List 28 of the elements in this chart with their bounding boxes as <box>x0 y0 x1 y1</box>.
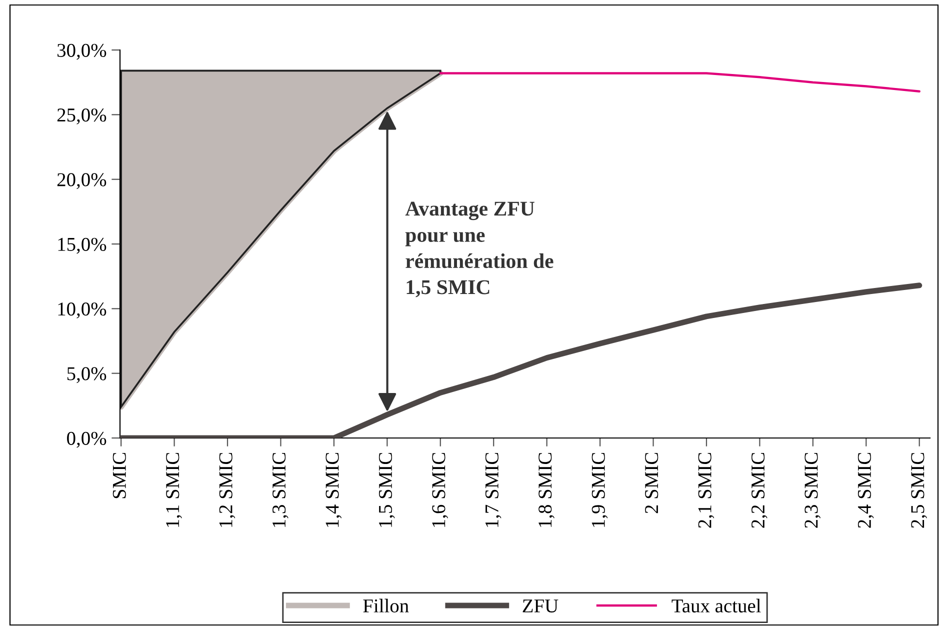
y-tick-label: 30,0% <box>58 44 106 60</box>
y-tick-label: 10,0% <box>58 302 106 318</box>
legend-label: Fillon <box>363 598 409 612</box>
x-tick-label: 1,4 SMIC <box>326 452 342 527</box>
x-tick-label: 2,2 SMIC <box>752 452 768 528</box>
x-tick-label: 2,1 SMIC <box>698 452 714 528</box>
y-tick-label: 25,0% <box>57 108 106 124</box>
x-tick-label: 2,5 SMIC <box>911 452 928 528</box>
y-tick-label: 20,0% <box>57 173 106 190</box>
x-tick-label: 1,6 SMIC <box>432 452 448 527</box>
x-tick-label: SMIC <box>112 452 126 498</box>
x-tick-label: 1,8 SMIC <box>538 452 554 527</box>
line-series <box>439 72 920 92</box>
x-tick-label: 1,2 SMIC <box>219 452 236 527</box>
x-tick-label: 1,9 SMIC <box>592 452 608 527</box>
y-tick-label: 0,0% <box>67 432 106 448</box>
y-tick-label: 15,0% <box>58 238 106 254</box>
x-tick-label: 2,4 SMIC <box>858 452 874 528</box>
x-tick-label: 2 SMIC <box>645 452 658 514</box>
x-tick-label: 1,3 SMIC <box>272 452 288 527</box>
x-tick-label: 2,3 SMIC <box>804 452 821 528</box>
x-tick-label: 1,5 SMIC <box>378 452 395 527</box>
legend-label: Taux actuel <box>672 598 761 612</box>
y-tick-label: 5,0% <box>67 367 106 384</box>
x-tick-label: 1,1 SMIC <box>166 452 182 527</box>
annotation: Avantage ZFU pour une rémunération de 1,5 SMIC <box>405 202 554 298</box>
x-tick-label: 1,7 SMIC <box>485 452 502 527</box>
legend-label: ZFU <box>522 600 558 612</box>
